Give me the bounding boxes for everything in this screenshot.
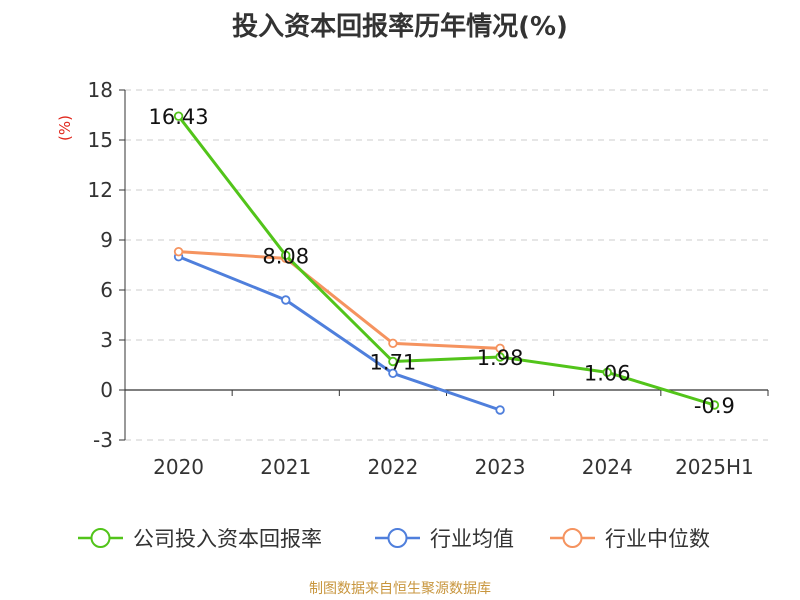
y-tick-label-6: 15 [88, 128, 113, 152]
data-labels: 16.43 8.08 1.71 1.98 1.06 -0.9 [149, 105, 735, 418]
y-axis-label: (%) [56, 115, 74, 141]
point-2-2 [388, 338, 398, 349]
x-tick-label-5: 2025H1 [675, 455, 754, 479]
series-line-1 [178, 255, 501, 412]
point-0-3 [495, 352, 505, 362]
legend-marker-2 [562, 528, 583, 548]
data-label-2: 1.71 [370, 351, 417, 375]
point-0-2 [388, 356, 398, 367]
y-tick-label-3: 6 [100, 278, 113, 302]
point-1-3 [495, 405, 505, 415]
legend-label-0: 公司投入资本回报率 [133, 527, 322, 551]
point-2-0 [173, 246, 184, 257]
series-2 [173, 246, 505, 354]
y-tick-label-5: 12 [88, 178, 113, 202]
y-tick-label-1: 0 [100, 378, 113, 402]
series-line-2 [178, 250, 501, 350]
point-0-5 [709, 400, 720, 410]
data-label-1: 8.08 [262, 244, 309, 268]
point-0-0 [173, 111, 184, 121]
y-tick-label-0: -3 [93, 428, 113, 452]
legend-label-2: 行业中位数 [605, 527, 710, 551]
axes: -3 0 3 6 9 12 15 18 2020 2021 2022 2023 2024 2025H1 [88, 78, 769, 479]
chart-title: 投入资本回报率历年情况(%) [232, 12, 568, 42]
series-line-0 [177, 115, 715, 407]
data-label-4: 1.06 [584, 361, 631, 385]
series-1 [173, 251, 505, 415]
x-tick-label-4: 2024 [582, 455, 633, 479]
x-tick-label-1: 2021 [260, 455, 311, 479]
legend: 公司投入资本回报率 行业均值 行业中位数 [78, 527, 710, 551]
series-0 [173, 111, 720, 410]
point-1-2 [388, 368, 398, 379]
legend-marker-1 [387, 528, 408, 548]
x-tick-label-0: 2020 [153, 455, 204, 479]
y-tick-label-7: 18 [88, 78, 113, 102]
y-tick-label-4: 9 [100, 228, 113, 252]
point-1-1 [281, 295, 291, 305]
source-note: 制图数据来自恒生聚源数据库 [309, 581, 491, 597]
legend-label-1: 行业均值 [430, 527, 514, 551]
data-label-5: -0.9 [694, 394, 735, 418]
y-tick-label-2: 3 [100, 328, 113, 352]
series-layer: 16.43 8.08 1.71 1.98 1.06 -0.9 [149, 105, 735, 418]
x-tick-label-2: 2022 [367, 455, 418, 479]
data-label-0: 16.43 [149, 105, 209, 129]
data-label-3: 1.98 [477, 346, 524, 370]
point-0-4 [602, 367, 612, 378]
point-2-3 [495, 343, 505, 354]
grid-lines [125, 89, 768, 441]
legend-marker-0 [90, 528, 111, 548]
x-tick-label-3: 2023 [475, 455, 526, 479]
point-0-1 [281, 250, 291, 261]
